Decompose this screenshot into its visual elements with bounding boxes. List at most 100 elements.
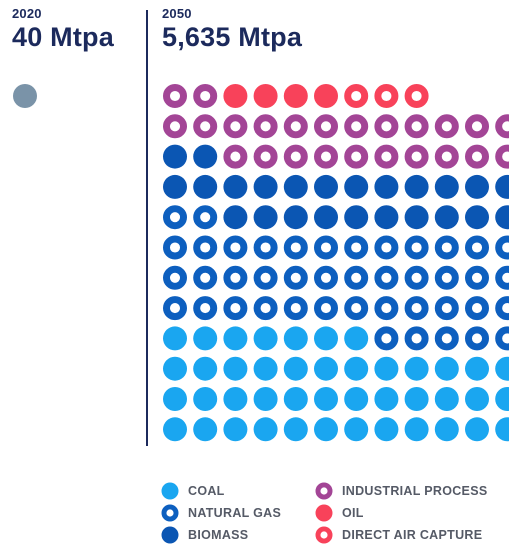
waffle-dot-biomass xyxy=(404,174,429,199)
waffle-dot-natural-gas xyxy=(314,296,339,321)
waffle-dot-natural-gas xyxy=(434,235,459,260)
waffle-dot-coal xyxy=(223,326,248,351)
waffle-dot-industrial-process xyxy=(283,114,308,139)
waffle-dot-natural-gas xyxy=(344,235,369,260)
waffle-dot-natural-gas xyxy=(283,235,308,260)
waffle-dot-coal xyxy=(193,387,218,411)
waffle-dot-coal xyxy=(253,387,278,411)
waffle-dot-natural-gas xyxy=(495,265,509,290)
waffle-dot-biomass xyxy=(404,205,429,230)
waffle-dot-natural-gas xyxy=(404,296,429,321)
waffle-dot-biomass xyxy=(344,174,369,199)
legend-swatch-natural-gas xyxy=(161,504,179,522)
waffle-dot-biomass xyxy=(223,174,248,199)
waffle-dot-natural-gas xyxy=(193,296,218,321)
waffle-dot-natural-gas xyxy=(374,326,399,351)
waffle-dot-natural-gas xyxy=(253,235,278,260)
ring-circle-icon xyxy=(315,526,333,544)
legend-swatch-biomass xyxy=(161,526,179,544)
waffle-dot-industrial-process xyxy=(495,144,509,169)
waffle-dot-coal xyxy=(253,356,278,381)
legend-label: INDUSTRIAL PROCESS xyxy=(342,484,488,498)
year-2020-label: 2020 xyxy=(12,6,42,21)
waffle-dot-oil xyxy=(283,84,308,108)
waffle-dot-oil xyxy=(314,84,338,108)
waffle-dot-industrial-process xyxy=(465,114,490,139)
waffle-dot-coal xyxy=(193,356,218,381)
waffle-dot-natural-gas xyxy=(193,235,218,260)
waffle-dot-direct-air-capture xyxy=(344,83,369,108)
waffle-dot-natural-gas xyxy=(344,296,369,321)
solid-circle-icon xyxy=(161,526,179,544)
waffle-dot-biomass xyxy=(253,174,278,199)
waffle-dot-coal xyxy=(163,417,187,442)
waffle-dot-natural-gas xyxy=(223,296,248,321)
waffle-dot-coal xyxy=(344,326,369,351)
waffle-dot-coal xyxy=(163,326,187,351)
waffle-dot-biomass xyxy=(495,205,509,230)
waffle-dot-natural-gas xyxy=(495,326,509,351)
waffle-dot-coal xyxy=(283,417,308,442)
waffle-dot-industrial-process xyxy=(193,83,218,108)
waffle-dot-industrial-process xyxy=(434,144,459,169)
waffle-dot-natural-gas xyxy=(374,265,399,290)
waffle-dot-natural-gas xyxy=(162,296,187,321)
waffle-dot-biomass xyxy=(465,205,489,230)
waffle-dot-coal xyxy=(404,387,429,411)
waffle-chart xyxy=(13,83,509,442)
waffle-dot-coal xyxy=(374,417,399,442)
year-2050-label: 2050 xyxy=(162,6,192,21)
waffle-dot-industrial-process xyxy=(465,144,490,169)
waffle-dot-coal xyxy=(223,356,248,381)
waffle-dot-biomass xyxy=(193,144,218,169)
waffle-dot-industrial-process xyxy=(434,114,459,139)
waffle-dot-coal xyxy=(344,356,369,381)
waffle-dot-industrial-process xyxy=(374,114,399,139)
waffle-dot-biomass xyxy=(163,144,187,169)
legend-item-natural-gas: NATURAL GAS xyxy=(161,504,281,522)
waffle-dot-natural-gas xyxy=(283,296,308,321)
waffle-dot-natural-gas xyxy=(434,265,459,290)
waffle-dot-natural-gas xyxy=(465,265,490,290)
total-2020: 40 Mtpa xyxy=(12,22,114,52)
waffle-dot-biomass xyxy=(495,174,509,199)
waffle-dot-industrial-process xyxy=(314,114,339,139)
legend-item-oil: OIL xyxy=(315,504,364,522)
legend-item-biomass: BIOMASS xyxy=(161,526,248,544)
waffle-dot-natural-gas xyxy=(193,265,218,290)
waffle-dot-natural-gas xyxy=(465,326,490,351)
waffle-dot-coal xyxy=(434,356,459,381)
waffle-dot-coal xyxy=(374,356,399,381)
legend-label: OIL xyxy=(342,506,364,520)
waffle-dot-coal xyxy=(193,326,218,351)
waffle-dot-biomass xyxy=(283,205,308,230)
waffle-dot-coal xyxy=(465,387,489,411)
waffle-dot-direct-air-capture xyxy=(404,83,429,108)
waffle-dot-natural-gas xyxy=(314,235,339,260)
legend-swatch-direct-air-capture xyxy=(315,526,333,544)
waffle-dot-coal xyxy=(344,387,369,411)
waffle-dot-biomass xyxy=(283,174,308,199)
waffle-dot-biomass xyxy=(163,174,187,199)
waffle-dot-coal xyxy=(344,417,369,442)
waffle-dot-biomass xyxy=(465,174,489,199)
waffle-dot-coal xyxy=(223,387,248,411)
waffle-dot-industrial-process xyxy=(374,144,399,169)
waffle-dot-coal xyxy=(314,356,338,381)
waffle-dot-industrial-process xyxy=(314,144,339,169)
waffle-dot-industrial-process xyxy=(283,144,308,169)
waffle-dot-biomass xyxy=(314,174,338,199)
waffle-dot-biomass xyxy=(223,205,248,230)
waffle-dot-coal xyxy=(193,417,218,442)
waffle-dot-natural-gas xyxy=(495,235,509,260)
waffle-dot-industrial-process xyxy=(223,144,248,169)
waffle-dot-natural-gas xyxy=(223,265,248,290)
waffle-dot-coal xyxy=(465,417,489,442)
waffle-dot-industrial-process xyxy=(404,114,429,139)
waffle-dot-coal xyxy=(374,387,399,411)
waffle-dot-natural-gas xyxy=(434,296,459,321)
waffle-dot-natural-gas xyxy=(404,235,429,260)
waffle-dot-natural-gas xyxy=(223,235,248,260)
waffle-dot-industrial-process xyxy=(344,144,369,169)
ring-circle-icon xyxy=(315,482,333,500)
